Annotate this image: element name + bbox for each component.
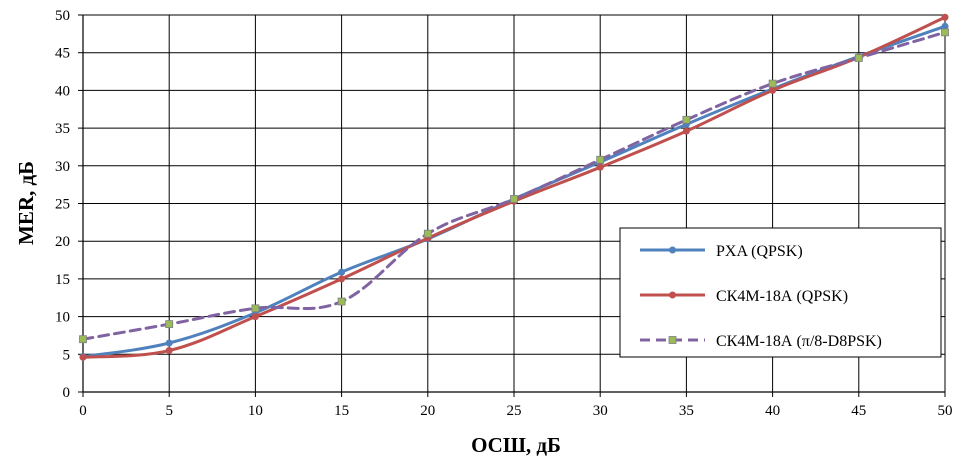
data-point	[854, 54, 863, 62]
legend-items: PXA (QPSK) СК4М-18А (QPSK) СК4М-18А (π/8-D…	[640, 243, 882, 350]
legend-item: PXA (QPSK)	[640, 243, 803, 260]
legend-marker	[669, 291, 676, 299]
data-point	[165, 347, 173, 355]
y-tick-label: 25	[55, 197, 70, 213]
y-tick-label: 30	[55, 159, 70, 175]
x-axis-title: ОСШ, дБ	[471, 433, 561, 457]
x-tick-label: 20	[420, 403, 435, 419]
data-point	[596, 155, 605, 164]
x-tick-label: 5	[165, 403, 173, 419]
series-3	[79, 28, 949, 344]
y-tick-label: 5	[63, 347, 71, 363]
series-lines	[79, 13, 949, 361]
data-point	[941, 28, 949, 37]
data-point	[337, 297, 346, 306]
x-tick-label: 45	[851, 403, 866, 419]
legend-item: СК4М-18А (π/8-D8PSK)	[640, 333, 882, 350]
y-tick-label: 40	[55, 83, 70, 99]
data-point	[682, 127, 690, 135]
x-tick-label: 35	[679, 403, 694, 419]
data-point	[682, 115, 691, 124]
axes	[78, 14, 946, 397]
data-point	[510, 195, 518, 203]
legend-marker	[668, 336, 677, 344]
y-tick-label: 10	[55, 310, 70, 326]
legend-item: СК4М-18А (QPSK)	[640, 288, 848, 305]
data-point	[338, 275, 346, 283]
data-point	[338, 268, 346, 276]
data-point	[165, 339, 173, 347]
legend-label: СК4М-18А (QPSK)	[716, 288, 848, 305]
y-tick-label: 45	[55, 46, 70, 62]
y-tick-label: 15	[55, 272, 70, 288]
data-point	[251, 313, 259, 321]
data-point	[941, 22, 949, 30]
data-point	[768, 79, 777, 88]
y-tick-label: 20	[55, 234, 70, 250]
legend: PXA (QPSK) СК4М-18А (QPSK) СК4М-18А (π/8-D…	[619, 227, 942, 358]
data-point	[596, 163, 604, 171]
x-tick-label: 15	[334, 403, 349, 419]
y-tick-label: 0	[63, 385, 71, 401]
data-point	[941, 13, 949, 21]
x-tick-label: 30	[593, 403, 608, 419]
legend-label: СК4М-18А (π/8-D8PSK)	[716, 333, 882, 350]
data-point	[165, 320, 174, 329]
data-point	[423, 229, 432, 238]
x-tick-label: 10	[248, 403, 263, 419]
data-point	[79, 335, 87, 344]
x-tick-label: 25	[507, 403, 522, 419]
y-axis-title: MER, дБ	[14, 161, 38, 245]
data-point	[79, 353, 87, 361]
y-tick-label: 50	[55, 8, 70, 24]
x-tick-label: 0	[79, 403, 87, 419]
x-tick-label: 40	[765, 403, 780, 419]
data-point	[251, 304, 260, 313]
legend-marker	[669, 246, 676, 254]
x-tick-label: 50	[938, 403, 953, 419]
tick-labels: 0 5 10 15 20 25 30 35 40 45 50 0 5 10 15 20 25 30 35 40 45 50	[55, 8, 953, 419]
data-point	[769, 86, 777, 94]
y-tick-label: 35	[55, 121, 70, 137]
legend-label: PXA (QPSK)	[716, 243, 803, 260]
